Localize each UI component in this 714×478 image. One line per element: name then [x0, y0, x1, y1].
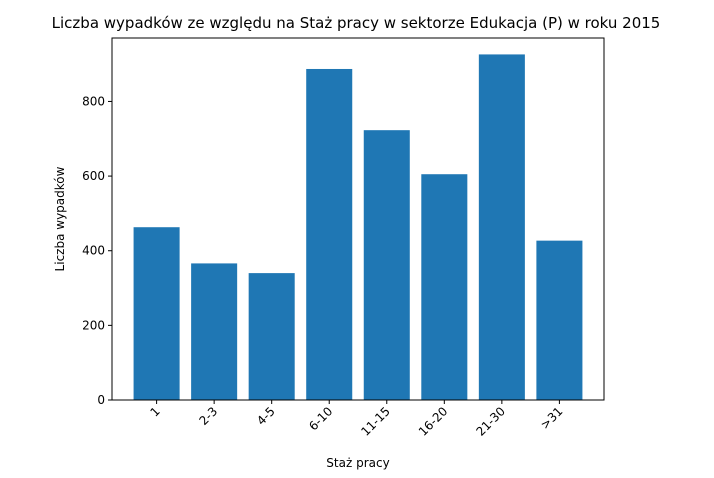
y-axis-label: Liczba wypadków — [53, 166, 67, 271]
chart-title: Liczba wypadków ze względu na Staż pracy… — [52, 14, 661, 32]
y-tick-label: 400 — [82, 244, 105, 258]
bar-1 — [133, 227, 180, 400]
x-tick-label: >31 — [538, 404, 566, 432]
x-tick-label: 11-15 — [358, 404, 393, 439]
y-tick-label: 600 — [82, 169, 105, 183]
bar-21-30 — [478, 54, 525, 400]
x-tick-label: 21-30 — [473, 404, 508, 439]
x-axis-label: Staż pracy — [326, 456, 389, 470]
y-tick-label: 800 — [82, 94, 105, 108]
y-tick-label: 200 — [82, 318, 105, 332]
x-tick-label: 6-10 — [306, 404, 335, 433]
x-tick-label: 2-3 — [196, 404, 220, 428]
bar->31 — [536, 240, 583, 400]
bar-6-10 — [306, 68, 353, 401]
x-tick-label: 1 — [147, 404, 162, 419]
bars — [133, 54, 583, 401]
x-tick-label: 4-5 — [254, 404, 278, 428]
y-tick-label: 0 — [97, 393, 105, 407]
bar-11-15 — [363, 130, 410, 400]
x-tick-label: 16-20 — [416, 404, 451, 439]
bar-2-3 — [191, 263, 238, 400]
bar-4-5 — [248, 273, 295, 400]
y-axis-ticks: 0 200 400 600 800 — [82, 94, 112, 407]
bar-16-20 — [421, 174, 468, 400]
plot-frame — [111, 37, 605, 401]
x-axis-ticks: 1 2-3 4-5 6-10 11-15 16-20 21-30 >31 — [147, 400, 566, 439]
